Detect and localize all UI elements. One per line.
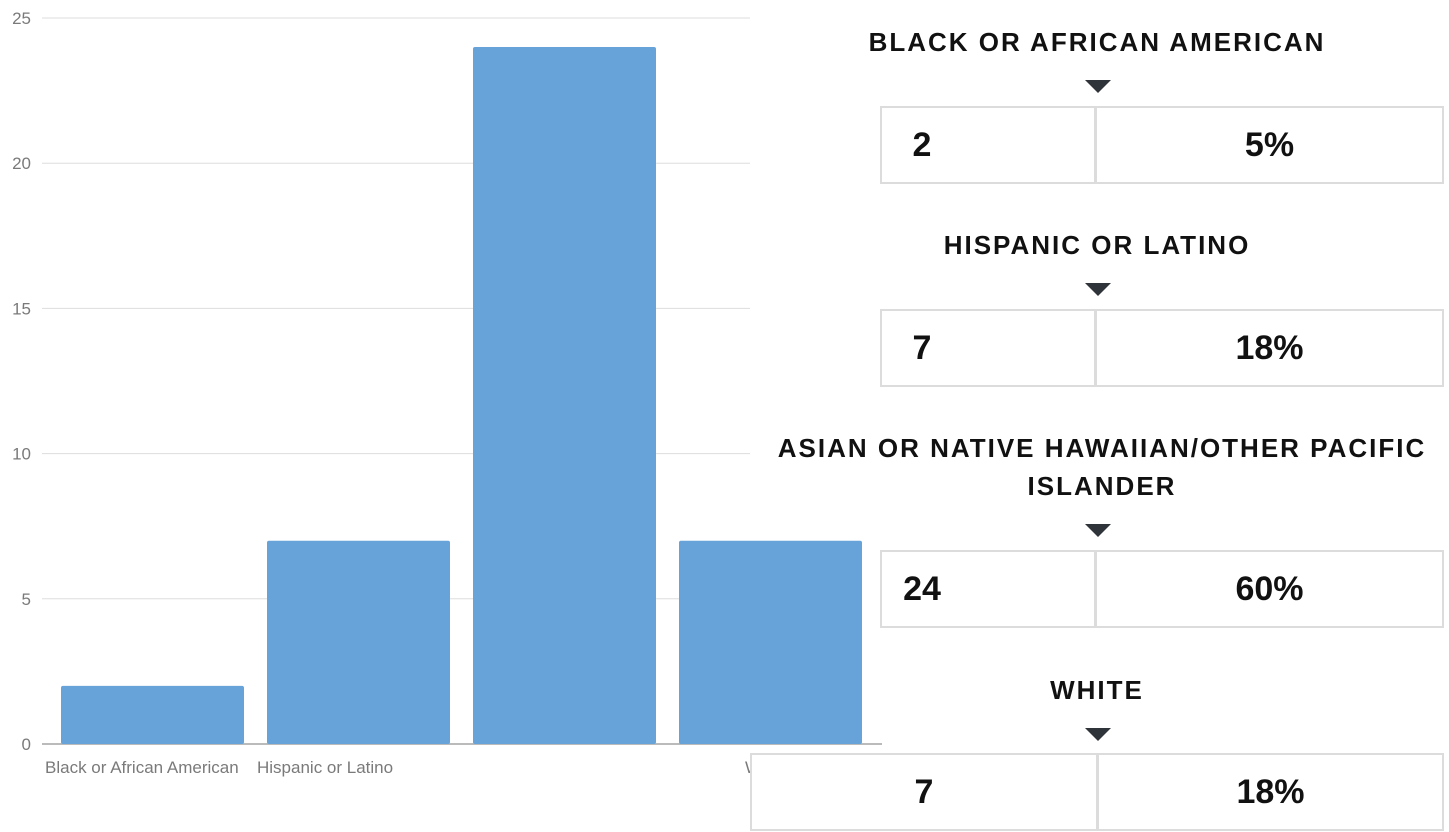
x-category-label: Black or African American <box>45 758 239 777</box>
stat-group-title: ASIAN OR NATIVE HAWAIIAN/OTHER PACIFIC I… <box>777 433 1427 501</box>
cell-divider <box>1094 108 1097 182</box>
bar <box>679 540 862 744</box>
stat-count: 24 <box>903 570 941 608</box>
y-tick-label: 15 <box>12 299 31 318</box>
caret-down-icon <box>1085 728 1111 741</box>
stat-percent: 18% <box>1236 773 1305 811</box>
cell-divider <box>1096 755 1099 829</box>
y-tick-label: 0 <box>22 735 31 754</box>
bar <box>267 540 450 744</box>
bars <box>61 47 862 745</box>
bar <box>61 685 244 744</box>
x-axis-category-labels: Black or African American Hispanic or Lat… <box>45 758 788 777</box>
caret-down-icon <box>1085 524 1111 537</box>
y-tick-label: 5 <box>22 590 31 609</box>
cell-divider <box>1094 311 1097 385</box>
y-tick-label: 25 <box>12 9 31 28</box>
stat-percent: 5% <box>1244 126 1295 164</box>
stats-panel: BLACK OR AFRICAN AMERICAN 2 5% HISPANIC … <box>750 0 1449 832</box>
caret-down-icon <box>1085 283 1111 296</box>
stat-row: 7 18% <box>750 753 1444 831</box>
cell-divider <box>1094 552 1097 626</box>
stat-count: 2 <box>912 126 932 164</box>
stat-row: 7 18% <box>880 309 1444 387</box>
stat-percent: 60% <box>1235 570 1304 608</box>
stat-group-title: BLACK OR AFRICAN AMERICAN <box>868 27 1326 57</box>
caret-down-icon <box>1085 80 1111 93</box>
stat-group-title: HISPANIC OR LATINO <box>943 230 1251 260</box>
stat-percent: 18% <box>1235 329 1304 367</box>
stat-count: 7 <box>914 773 934 811</box>
x-category-label: Hispanic or Latino <box>257 758 393 777</box>
stat-row: 24 60% <box>880 550 1444 628</box>
stat-group-title: WHITE <box>1050 675 1144 705</box>
y-tick-label: 10 <box>12 445 31 464</box>
y-tick-label: 20 <box>12 154 31 173</box>
stat-count: 7 <box>912 329 932 367</box>
stat-row: 2 5% <box>880 106 1444 184</box>
y-axis-tick-labels: 0 5 10 15 20 25 <box>12 9 31 754</box>
bar <box>473 47 656 745</box>
